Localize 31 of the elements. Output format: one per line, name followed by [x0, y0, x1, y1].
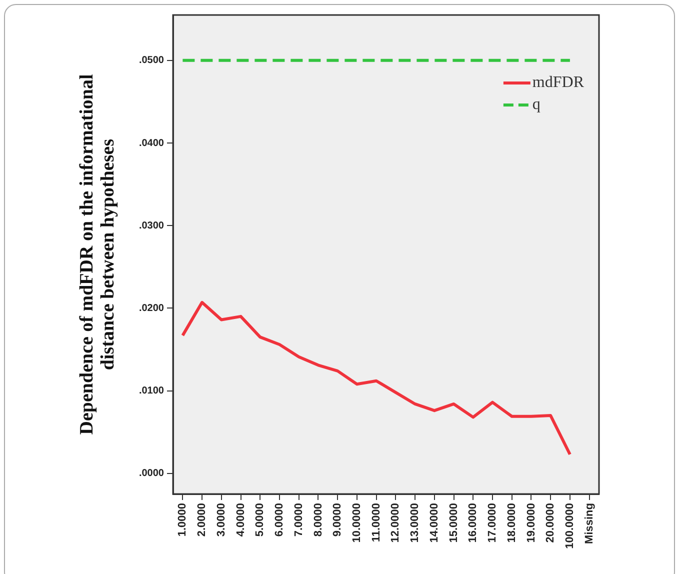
x-tick-label: 15.0000 [448, 503, 460, 543]
x-tick-label: 14.0000 [428, 503, 440, 543]
x-tick-label: Missing [583, 503, 596, 544]
x-tick-label: 16.0000 [467, 503, 480, 543]
y-axis-title: Dependence of mdFDR on the informational distance between hypotheses [76, 74, 118, 435]
x-tick-label: 2.0000 [196, 503, 208, 537]
x-tick-label: 6.0000 [274, 503, 286, 537]
x-tick-label: 17.0000 [486, 503, 499, 543]
x-tick-label: 12.0000 [390, 503, 402, 543]
x-tick-label: 3.0000 [215, 503, 228, 537]
x-tick-label: 100.0000 [564, 503, 576, 549]
y-tick-label: .0000 [138, 468, 164, 480]
legend-label: q [532, 96, 540, 114]
x-tick-label: 1.0000 [176, 503, 189, 537]
y-tick-label: .0400 [138, 138, 164, 149]
x-tick-label: 9.0000 [332, 503, 344, 537]
y-tick-label: .0100 [138, 386, 164, 397]
x-tick-label: 13.0000 [409, 503, 422, 543]
x-tick-label: 20.0000 [544, 503, 557, 543]
x-tick-label: 11.0000 [370, 503, 382, 542]
y-tick-label: .0500 [138, 55, 164, 66]
x-tick-label: 18.0000 [506, 503, 518, 543]
x-tick-label: 7.0000 [292, 503, 305, 537]
x-tick-label: 8.0000 [312, 503, 324, 537]
legend-label: mdFDR [532, 74, 584, 92]
x-tick-label: 19.0000 [525, 503, 538, 543]
x-tick-label: 5.0000 [254, 503, 266, 537]
x-tick-label: 10.0000 [350, 503, 363, 543]
x-tick-label: 4.0000 [234, 503, 247, 537]
y-tick-label: .0300 [138, 220, 164, 232]
y-tick-label: .0200 [138, 302, 164, 314]
